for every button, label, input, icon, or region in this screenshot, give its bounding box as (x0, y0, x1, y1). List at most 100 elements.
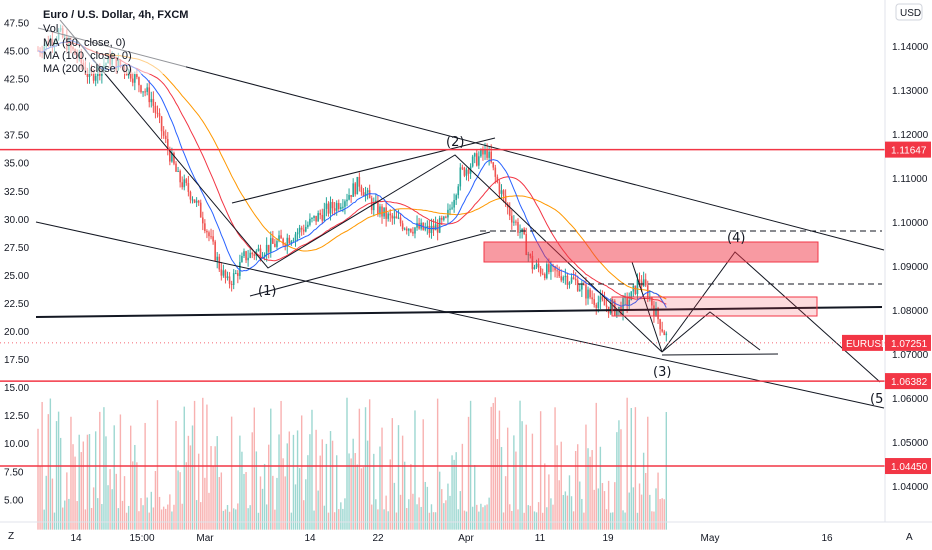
volume-bar (241, 451, 243, 530)
candle-body (502, 190, 505, 196)
candle-body (461, 167, 464, 169)
price-tick-label: 1.07000 (892, 350, 929, 361)
chart-title[interactable]: Euro / U.S. Dollar, 4h, FXCM (43, 9, 188, 21)
legend-ma50[interactable]: MA (50, close, 0) (43, 37, 126, 49)
legend-vol[interactable]: Vol (43, 23, 58, 35)
volume-bar (424, 481, 426, 530)
level-tag-bg (885, 373, 931, 390)
volume-bar (140, 498, 142, 530)
candle-body (156, 112, 159, 114)
candle-body (496, 176, 499, 183)
price-axis[interactable]: 1.14000 1.13000 1.12000 1.11000 1.10000 1.090… (892, 42, 929, 493)
candle-body (346, 199, 348, 202)
volume-bar (632, 487, 635, 530)
volume-scale-tick: 25.00 (4, 271, 29, 282)
volume-bar (195, 500, 198, 530)
volume-bar (628, 492, 630, 530)
time-axis[interactable]: 14 15:00 Mar 14 22 Apr 11 19 May 16 (70, 533, 833, 544)
volume-bar (160, 509, 163, 530)
candle-body (307, 224, 309, 228)
candle-body (183, 179, 186, 188)
price-tick-label: 1.09000 (892, 262, 929, 273)
candle-body (560, 276, 563, 281)
candle-body (158, 113, 161, 117)
volume-bar (581, 498, 583, 530)
volume-bar (550, 498, 552, 530)
candle-body (488, 151, 490, 158)
volume-bar (179, 472, 181, 530)
volume-bar (107, 485, 109, 530)
volume-bar (379, 446, 381, 530)
candle-body (234, 273, 237, 275)
volume-bar (134, 444, 136, 530)
candle-body (585, 284, 587, 299)
candle-body (480, 149, 482, 157)
volume-bar (200, 502, 202, 530)
volume-bar (432, 512, 435, 530)
volume-bar (645, 472, 647, 530)
volume-bar (290, 512, 293, 530)
candle-body (216, 256, 219, 261)
candle-body (298, 227, 301, 233)
candle-body (337, 203, 340, 209)
volume-bar (638, 483, 641, 530)
volume-bar (173, 504, 175, 530)
volume-bar (397, 425, 400, 530)
wave3-leg (631, 261, 663, 353)
time-tick-label: Mar (196, 533, 214, 544)
candle-body (146, 87, 148, 92)
volume-bar (453, 459, 455, 530)
volume-bar (574, 450, 577, 530)
candle-body (482, 149, 484, 155)
volume-bar (76, 501, 78, 530)
legend-ma100[interactable]: MA (100, close, 0) (43, 50, 132, 62)
volume-bar (88, 434, 91, 530)
candle-body (86, 73, 89, 77)
volume-scale-tick: 42.50 (4, 75, 29, 86)
candle-body (659, 319, 661, 330)
volume-bar (68, 498, 70, 530)
currency-badge[interactable] (895, 3, 923, 21)
volume-bar (364, 407, 367, 530)
volume-scale-tick: 17.50 (4, 355, 29, 366)
volume-bar (142, 505, 144, 530)
volume-bar (533, 511, 536, 530)
candle-body (449, 208, 451, 210)
volume-bar (78, 434, 80, 530)
volume-bar (457, 509, 459, 530)
wave2-upper-trendline (231, 137, 496, 204)
candle-body (622, 298, 624, 315)
candle-body (272, 238, 274, 244)
volume-bar (315, 429, 317, 530)
volume-bar (509, 504, 511, 530)
volume-bar (622, 510, 624, 530)
volume-bar (544, 463, 546, 530)
candle-body (284, 244, 286, 247)
candle-body (562, 277, 565, 281)
volume-bar (352, 438, 354, 530)
candle-body (327, 203, 330, 214)
candle-body (609, 303, 612, 314)
price-tick-label: 1.14000 (892, 42, 929, 53)
auto-scale-icon[interactable]: A (906, 532, 913, 543)
legend-ma200[interactable]: MA (200, close, 0) (43, 63, 132, 75)
candle-body (261, 256, 264, 258)
timezone-icon[interactable]: Z (8, 531, 14, 542)
volume-bar (640, 494, 643, 530)
volume-bar (224, 509, 227, 530)
candle-body (249, 252, 251, 258)
candle-body (494, 167, 497, 177)
candle-body (193, 199, 196, 203)
volume-bar (167, 504, 169, 530)
candle-body (204, 223, 206, 232)
candle-body (587, 289, 589, 299)
volume-bar (123, 476, 126, 530)
candle-body (541, 273, 544, 275)
volume-bar (272, 475, 274, 530)
volume-bar (607, 480, 610, 530)
candle-body (416, 222, 418, 228)
volume-bar (64, 500, 66, 530)
volume-bar (426, 486, 429, 530)
